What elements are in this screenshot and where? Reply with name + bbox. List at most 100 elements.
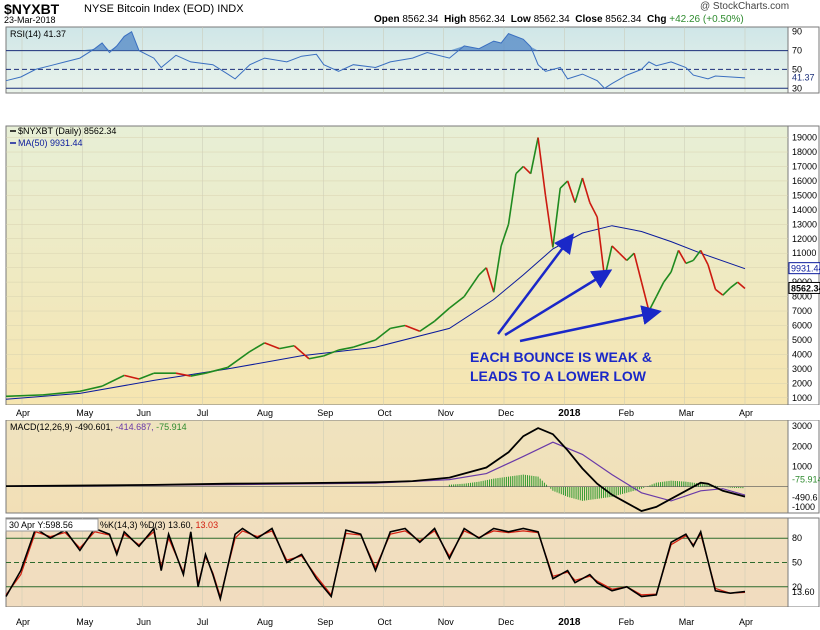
price-tick-label: 17000 (792, 161, 817, 171)
price-segment (589, 202, 598, 218)
date-axis-label: Apr (739, 617, 753, 627)
price-segment (79, 385, 103, 393)
rsi-tick-label: 50 (792, 64, 802, 74)
price-segment (323, 349, 339, 357)
macd-title: MACD(12,26,9) -490.601, -414.687, -75.91… (10, 422, 187, 432)
date-axis-label: Oct (378, 408, 393, 418)
date-axis-label: Aug (257, 408, 273, 418)
price-segment (264, 342, 280, 350)
annotation-arrow (519, 305, 662, 343)
price-tick-label: 19000 (792, 133, 817, 143)
date-axis-label: Sep (317, 408, 333, 418)
price-tick-label: 12000 (792, 234, 817, 244)
price-tick-label: 15000 (792, 190, 817, 200)
price-tick-label: 2000 (792, 378, 812, 388)
price-panel-background (5, 125, 789, 406)
price-tick-label: 7000 (792, 306, 812, 316)
date-axis-label: Aug (257, 617, 273, 627)
price-segment (633, 253, 643, 283)
price-segment (670, 250, 680, 273)
date-axis-label: Feb (619, 617, 635, 627)
price-tick-label: 8000 (792, 292, 812, 302)
ma-last-tag (788, 262, 820, 275)
date-axis-strip-2 (0, 607, 820, 630)
price-segment (522, 165, 532, 175)
price-tick-label: 1000 (792, 393, 812, 403)
price-segment (566, 180, 576, 203)
price-tick-label: 18000 (792, 147, 817, 157)
watermark: @ StockCharts.com (700, 1, 790, 12)
date-axis-label: Nov (438, 408, 455, 418)
price-last-value: 8562.34 (791, 283, 820, 293)
price-segment (279, 344, 295, 350)
price-segment (685, 259, 694, 265)
price-tick-label: 11000 (792, 248, 816, 258)
price-tick-label: 14000 (792, 205, 817, 215)
stoch-last-value: 13.60 (792, 587, 815, 597)
price-segment (101, 374, 125, 387)
date-axis-label: Jun (137, 408, 152, 418)
price-tick-label: 4000 (792, 349, 812, 359)
stoch-tick-label: 50 (792, 558, 802, 568)
price-segment (507, 173, 517, 225)
stoch-title: %K(14,3) %D(3) 13.60, 13.03 (100, 520, 218, 530)
price-segment (485, 267, 495, 293)
price-segment (574, 177, 584, 203)
price-segment (529, 137, 539, 174)
price-segment (714, 288, 724, 296)
ma-last-value: 9931.44 (791, 264, 820, 274)
price-segment (515, 165, 524, 175)
date-axis-label: 2018 (558, 408, 581, 419)
rsi-tick-label: 70 (792, 46, 802, 56)
price-segment (478, 267, 487, 276)
price-segment (737, 281, 746, 290)
price-segment (699, 249, 709, 266)
price-segment (124, 374, 140, 380)
ma50-line (5, 225, 746, 400)
chart-header: $NYXBT NYSE Bitcoin Index (EOD) INDX 23-… (0, 0, 820, 26)
date-axis-label: Dec (498, 408, 515, 418)
price-segment (611, 245, 620, 254)
price-segment (559, 180, 569, 189)
rsi-axis-strip (787, 26, 820, 94)
date-axis-label: May (76, 617, 94, 627)
price-segment (581, 177, 591, 203)
price-tick-label: 3000 (792, 364, 812, 374)
price-tick-label: 16000 (792, 176, 817, 186)
tooltip-box (5, 518, 99, 532)
ohlc-readout: Open 8562.34 High 8562.34 Low 8562.34 Cl… (374, 14, 744, 25)
price-segment (375, 327, 391, 341)
price-legend: $NYXBT (Daily) 8562.34 (18, 126, 116, 136)
price-last-tag (788, 281, 820, 294)
price-segment (722, 287, 731, 296)
price-segment (729, 281, 739, 289)
rsi-line (5, 30, 746, 89)
macd-tick-label: -1000 (792, 502, 815, 512)
price-segment (249, 342, 266, 353)
date-axis-label: Apr (16, 617, 30, 627)
date-axis-label: Sep (317, 617, 333, 627)
symbol-label: $NYXBT (4, 1, 60, 17)
stoch-tick-label: 20 (792, 582, 802, 592)
date-axis-label: Nov (438, 617, 455, 627)
macd-tick-label: 2000 (792, 441, 812, 451)
description-label: NYSE Bitcoin Index (EOD) INDX (84, 3, 244, 15)
date-axis-strip-1 (0, 405, 820, 420)
annotation-line-1: EACH BOUNCE IS WEAK & (470, 349, 652, 365)
date-label: 23-Mar-2018 (4, 15, 56, 25)
price-segment (655, 281, 665, 297)
rsi-title: RSI(14) 41.37 (10, 29, 66, 39)
price-segment (677, 249, 687, 264)
price-segment (626, 252, 635, 262)
price-segment (390, 324, 406, 330)
price-tick-label: 5000 (792, 335, 812, 345)
date-axis-label: Mar (679, 408, 695, 418)
annotation-arrow (497, 233, 575, 335)
price-segment (463, 274, 480, 298)
date-axis-label: Oct (378, 617, 393, 627)
annotation-arrow (504, 269, 613, 337)
price-segment (227, 350, 251, 369)
price-segment (434, 307, 450, 322)
date-axis-label: Mar (679, 617, 695, 627)
